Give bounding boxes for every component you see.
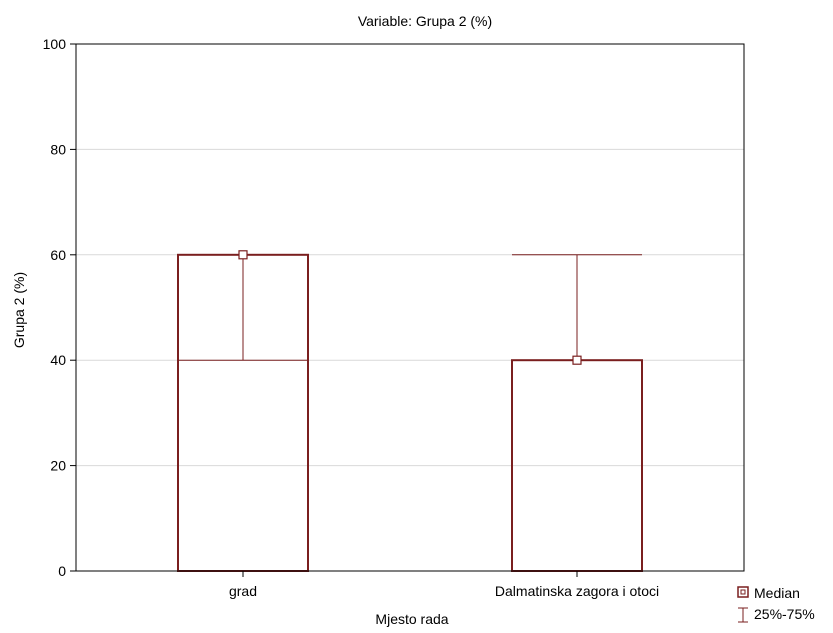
- x-tick-label: grad: [229, 583, 257, 599]
- plot-frame: [75, 43, 745, 572]
- legend-median-label: Median: [754, 585, 800, 601]
- grid-lines: [76, 148, 744, 467]
- median-marker: [572, 355, 582, 365]
- whiskers: [178, 254, 642, 361]
- y-tick-label: 80: [50, 141, 66, 157]
- legend-median-icon-inner: [740, 589, 746, 595]
- legend: Median 25%-75%: [737, 585, 815, 623]
- y-tick-label: 20: [50, 458, 66, 474]
- y-tick-label: 100: [43, 36, 67, 52]
- x-ticks: grad Dalmatinska zagora i otoci: [229, 571, 659, 599]
- y-tick-label: 0: [58, 563, 66, 579]
- legend-range-icon: [738, 607, 748, 623]
- y-tick-label: 40: [50, 352, 66, 368]
- x-axis-label: Mjesto rada: [375, 611, 448, 627]
- y-tick-label: 60: [50, 247, 66, 263]
- legend-median-icon: [737, 586, 749, 598]
- median-markers: [238, 250, 582, 365]
- y-ticks: 0 20 40 60 80 100: [43, 36, 76, 579]
- bars: [177, 253, 643, 573]
- legend-range-label: 25%-75%: [754, 606, 815, 622]
- x-tick-label: Dalmatinska zagora i otoci: [495, 583, 659, 599]
- y-axis-label: Grupa 2 (%): [11, 272, 27, 348]
- chart-title: Variable: Grupa 2 (%): [358, 13, 492, 29]
- median-marker: [238, 250, 248, 260]
